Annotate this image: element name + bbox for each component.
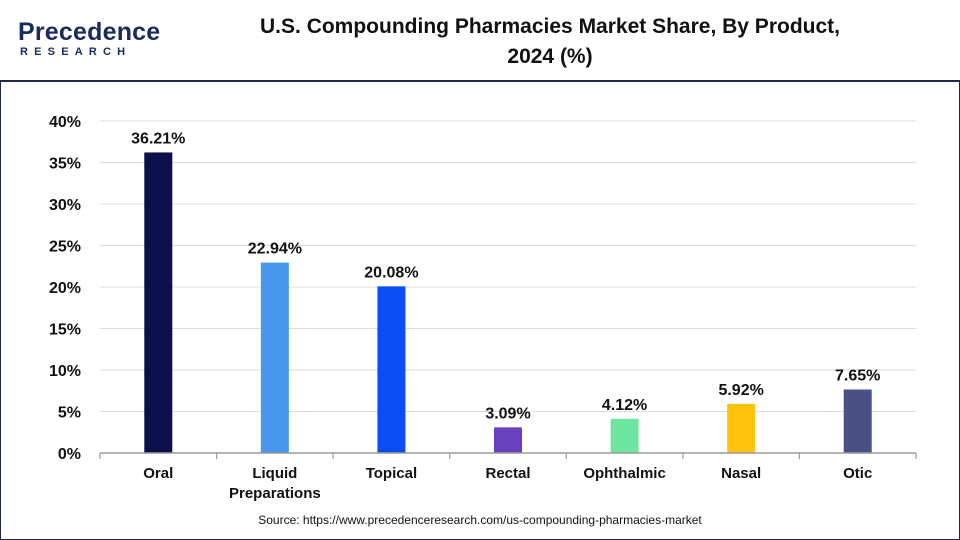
bar-oral	[144, 152, 173, 453]
precedence-logo: Precedence RESEARCH	[18, 18, 168, 62]
chart-title: U.S. Compounding Pharmacies Market Share…	[190, 12, 910, 72]
y-tick-label: 0%	[58, 446, 81, 463]
header: Precedence RESEARCH U.S. Compounding Pha…	[0, 0, 960, 82]
x-tick-label: Nasal	[721, 465, 761, 482]
x-tick-label: Preparations	[229, 485, 321, 502]
data-label: 5.92%	[718, 382, 763, 399]
gridlines	[100, 120, 916, 412]
bar-topical	[377, 286, 406, 453]
bar-chart: 0% 5% 10% 15% 20% 25% 30% 35% 40% 36.21% 22.94% 20…	[49, 114, 917, 502]
bar-ophthalmic	[610, 418, 639, 453]
bar-nasal	[727, 403, 756, 453]
logo-subtext: RESEARCH	[20, 46, 132, 58]
y-tick-label: 35%	[49, 156, 81, 173]
data-label: 4.12%	[602, 397, 647, 414]
y-tick-label: 15%	[49, 322, 81, 339]
data-label: 20.08%	[364, 264, 418, 281]
x-tick-label: Liquid	[252, 465, 297, 482]
x-tick-label: Oral	[143, 465, 173, 482]
y-tick-label: 25%	[49, 239, 81, 256]
x-tick-label: Rectal	[485, 465, 530, 482]
logo-wordmark: Precedence	[18, 18, 161, 46]
x-tick-label: Otic	[843, 465, 872, 482]
y-tick-label: 5%	[58, 405, 81, 422]
data-label: 3.09%	[485, 405, 530, 422]
y-tick-label: 40%	[49, 114, 81, 131]
y-tick-label: 20%	[49, 280, 81, 297]
y-axis: 0% 5% 10% 15% 20% 25% 30% 35% 40%	[49, 114, 81, 463]
bar-liquid-preparations	[260, 262, 289, 453]
data-label: 7.65%	[835, 368, 880, 385]
x-axis: Oral Liquid Preparations Topical Rectal Ophth…	[99, 452, 917, 502]
x-tick-label: Topical	[366, 465, 417, 482]
y-tick-label: 30%	[49, 197, 81, 214]
chart-title-line2: 2024 (%)	[507, 45, 593, 68]
data-label: 22.94%	[248, 241, 302, 258]
x-tick-label: Ophthalmic	[583, 465, 666, 482]
data-label: 36.21%	[131, 130, 185, 147]
source-note: Source: https://www.precedenceresearch.c…	[258, 513, 702, 527]
y-tick-label: 10%	[49, 363, 81, 380]
bars: 36.21% 22.94% 20.08% 3.09% 4.12% 5.92% 7.65%	[131, 130, 880, 453]
chart-title-line1: U.S. Compounding Pharmacies Market Share…	[260, 15, 840, 38]
bar-rectal	[494, 427, 522, 453]
bar-otic	[843, 389, 872, 453]
